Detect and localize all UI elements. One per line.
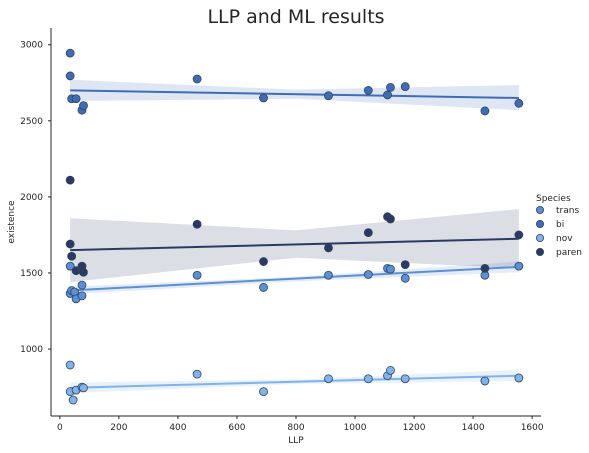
x-tick-label: 0: [57, 423, 63, 433]
y-tick-label: 1500: [20, 269, 43, 279]
data-point-trans: [363, 270, 373, 279]
data-points: [65, 48, 524, 405]
data-point-bi: [259, 93, 268, 103]
data-point-trans: [514, 261, 524, 271]
data-point-nov: [514, 373, 524, 383]
data-point-paren: [480, 264, 490, 273]
data-point-paren: [324, 243, 333, 253]
data-point-trans: [77, 291, 87, 301]
x-tick-label: 1200: [403, 423, 426, 433]
data-point-trans: [192, 270, 202, 280]
x-tick-label: 1600: [521, 423, 544, 433]
data-point-paren: [514, 230, 524, 240]
y-tick-label: 2500: [20, 117, 43, 127]
y-tick-label: 2000: [20, 193, 43, 203]
data-point-trans: [65, 261, 75, 271]
y-tick-label: 3000: [20, 41, 43, 51]
data-point-nov: [192, 369, 202, 379]
data-point-paren: [386, 214, 395, 224]
data-point-paren: [259, 257, 268, 266]
x-tick-label: 400: [169, 423, 186, 433]
data-point-bi: [192, 74, 202, 84]
data-point-nov: [363, 374, 373, 384]
legend-title: Species: [536, 194, 571, 204]
data-point-nov: [324, 374, 333, 384]
legend-marker-nov: [536, 233, 545, 242]
data-point-bi: [79, 101, 88, 110]
y-tick-labels: 1000 1500 2000 2500 3000: [20, 41, 51, 355]
x-tick-label: 1000: [344, 423, 367, 433]
x-tick-label: 1400: [462, 423, 485, 433]
legend-label-bi: bi: [556, 220, 564, 230]
data-point-nov: [259, 387, 268, 397]
data-point-nov: [480, 376, 490, 386]
data-point-bi: [383, 90, 392, 100]
data-point-paren: [192, 219, 202, 229]
fit-line-paren: [70, 237, 519, 252]
y-axis-label: existence: [7, 200, 17, 244]
fit-line-trans: [70, 265, 519, 292]
legend-label-paren: paren: [556, 248, 582, 258]
data-point-bi: [65, 71, 75, 81]
data-point-trans: [386, 264, 395, 274]
data-point-bi: [363, 85, 373, 95]
data-point-bi: [514, 98, 524, 108]
x-tick-label: 200: [110, 423, 127, 433]
data-point-paren: [400, 260, 410, 270]
legend-marker-paren: [536, 247, 545, 256]
legend-label-trans: trans: [556, 206, 579, 216]
x-axis-label: LLP: [288, 436, 304, 446]
fit-line-bi: [70, 89, 519, 99]
data-point-bi: [65, 48, 75, 58]
data-point-bi: [400, 82, 410, 91]
legend-marker-trans: [536, 205, 545, 214]
data-point-nov: [79, 383, 88, 393]
legend-label-nov: nov: [556, 234, 573, 244]
y-tick-label: 1000: [20, 345, 43, 355]
fit-line-nov: [70, 374, 519, 389]
data-point-paren: [79, 267, 88, 277]
legend-marker-bi: [536, 219, 545, 228]
chart-title: LLP and ML results: [207, 6, 384, 28]
data-point-trans: [324, 270, 333, 280]
data-point-paren: [65, 175, 75, 185]
data-point-bi: [324, 91, 333, 101]
data-point-bi: [386, 82, 395, 92]
data-point-bi: [71, 94, 81, 104]
data-point-nov: [400, 374, 410, 384]
confidence-band-paren: [70, 209, 519, 283]
data-point-paren: [67, 251, 77, 261]
confidence-bands: [70, 79, 519, 394]
data-point-trans: [259, 283, 268, 292]
data-point-bi: [480, 106, 490, 116]
data-point-trans: [77, 280, 87, 290]
x-tick-labels: 0 200 400 600 800 1000 1200 1400 1600: [57, 416, 544, 433]
x-tick-label: 800: [287, 423, 304, 433]
legend: Species trans bi nov paren: [536, 194, 582, 258]
x-tick-label: 600: [228, 423, 245, 433]
data-point-paren: [363, 228, 373, 238]
regression-lines: [70, 89, 519, 389]
data-point-trans: [400, 273, 410, 283]
data-point-paren: [65, 239, 75, 249]
data-point-nov: [68, 395, 78, 405]
data-point-nov: [65, 360, 75, 370]
data-point-nov: [386, 365, 395, 375]
